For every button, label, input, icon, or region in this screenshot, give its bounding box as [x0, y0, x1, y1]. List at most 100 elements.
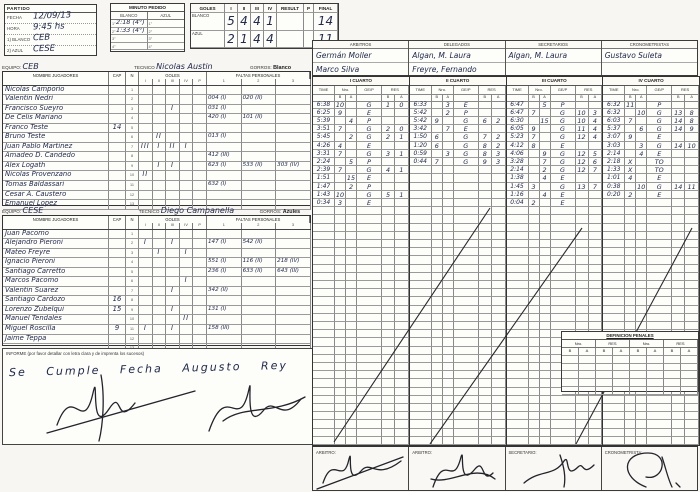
player-row: Miguel Roscilla 9 11 I I 158 (III): [3, 324, 311, 335]
log-nro-azul: [442, 420, 454, 429]
log-nro-azul: [539, 182, 551, 191]
log-nro-azul: [442, 116, 454, 126]
log-event: [357, 428, 382, 437]
quarter-1-table: I CUARTO TIME Nro. GE/P RES B A B A 6:38 10 G 1 0 6:25…: [313, 77, 410, 445]
dp-cell: [664, 386, 681, 395]
log-nro-azul: 5: [539, 100, 551, 109]
player-row-number: 12: [126, 190, 139, 201]
log-row: [506, 215, 603, 224]
log-time: [313, 338, 335, 347]
minuto-row: 4° 4°: [111, 42, 184, 51]
player-cap: [109, 85, 126, 96]
log-nro-blanco: [625, 256, 637, 265]
log-row: [409, 379, 506, 388]
log-row: [313, 256, 409, 265]
log-nro-blanco: [528, 354, 540, 363]
log-nro-azul: [346, 223, 357, 232]
log-nro-blanco: [625, 223, 637, 232]
log-event: [357, 231, 382, 240]
col-goles-label: GOLES: [139, 72, 207, 79]
log-nro-blanco: 4: [335, 141, 346, 150]
log-nro-azul: [442, 338, 454, 347]
log-event: E: [453, 125, 479, 134]
log-nro-azul: [442, 297, 454, 306]
player-goals-tally: [166, 95, 180, 105]
log-row: 4:12 8 E: [506, 141, 603, 150]
player-goals-tally: [193, 239, 207, 249]
player-goals-tally: I: [166, 161, 180, 172]
log-row: [313, 280, 409, 290]
log-nro-blanco: [625, 436, 637, 445]
log-score-azul: [491, 428, 506, 437]
log-nro-blanco: [335, 338, 346, 347]
log-nro-azul: [636, 166, 648, 175]
log-time: [603, 264, 626, 273]
goles-subcol-label: IV: [180, 223, 194, 229]
log-score-blanco: [672, 157, 686, 167]
log-score-blanco: [382, 371, 395, 380]
log-score-azul: 0: [395, 100, 409, 109]
player-goals-tally: [166, 258, 180, 268]
log-row: 1:50 6 G 7 2: [409, 133, 506, 142]
log-time: [313, 289, 335, 298]
log-time: 5:45: [313, 133, 335, 142]
player-foul-entry: [206, 248, 242, 259]
log-time: [409, 231, 432, 240]
log-nro-azul: [442, 346, 454, 355]
informe-box: INFORME (por favor detallar con letra cl…: [2, 348, 334, 445]
player-goals-tally: [152, 305, 167, 316]
log-score-azul: [491, 420, 506, 429]
log-score-azul: [491, 198, 506, 208]
log-nro-azul: [442, 264, 454, 273]
log-nro-azul: [539, 395, 551, 405]
goles-header: P: [304, 4, 314, 13]
arbitro2-signature-cell: ARBITRO:: [409, 447, 506, 490]
log-score-blanco: [382, 231, 395, 240]
log-row: 0:59 3 G 8 3: [409, 149, 506, 158]
player-foul-entry: 643 (III): [276, 267, 311, 278]
log-score-azul: [685, 100, 699, 109]
log-event: [357, 248, 382, 257]
log-nro-blanco: [625, 395, 637, 405]
log-nro-azul: [346, 338, 357, 347]
log-event: [357, 207, 382, 216]
log-row: [603, 231, 699, 240]
log-time: [506, 264, 529, 273]
log-score-blanco: [478, 280, 492, 290]
log-score-azul: [685, 207, 699, 216]
log-event: [550, 305, 576, 314]
dp-cell: [647, 386, 664, 395]
log-row: [603, 264, 699, 273]
log-row: [313, 248, 409, 257]
log-time: [409, 174, 432, 183]
log-nro-azul: [442, 387, 454, 396]
log-nro-blanco: [431, 321, 443, 331]
log-row: [409, 223, 506, 232]
log-row: [409, 182, 506, 191]
player-foul-entry: 420 (I): [206, 114, 242, 124]
log-score-blanco: 14: [672, 182, 686, 191]
log-nro-blanco: [335, 272, 346, 281]
log-time: 6:25: [313, 108, 335, 117]
log-score-blanco: [672, 420, 686, 429]
officials-column: DELEGADOS Algan, M. Laura Freyre, Fernando: [409, 41, 506, 75]
col-time-label: TIME: [603, 85, 626, 95]
log-score-azul: [685, 215, 699, 224]
log-time: [506, 371, 529, 380]
log-score-blanco: [478, 182, 492, 191]
log-nro-azul: 7: [442, 125, 454, 134]
player-foul-entry: [276, 286, 311, 297]
log-score-blanco: [382, 346, 395, 355]
log-event: [647, 272, 673, 281]
log-row: 2:18 X TO: [603, 157, 699, 167]
dp-col: RES: [596, 340, 630, 348]
goles-subcol-label: I: [139, 79, 153, 85]
player-row: Cesar A. Caustero 12: [3, 190, 311, 201]
goles-value: 4: [264, 30, 277, 48]
log-score-blanco: [382, 248, 395, 257]
log-score-blanco: [478, 198, 492, 208]
log-nro-blanco: [625, 321, 637, 331]
log-time: 6:47: [506, 100, 529, 109]
dp-cell: [647, 355, 664, 364]
player-goals-tally: [179, 133, 194, 143]
